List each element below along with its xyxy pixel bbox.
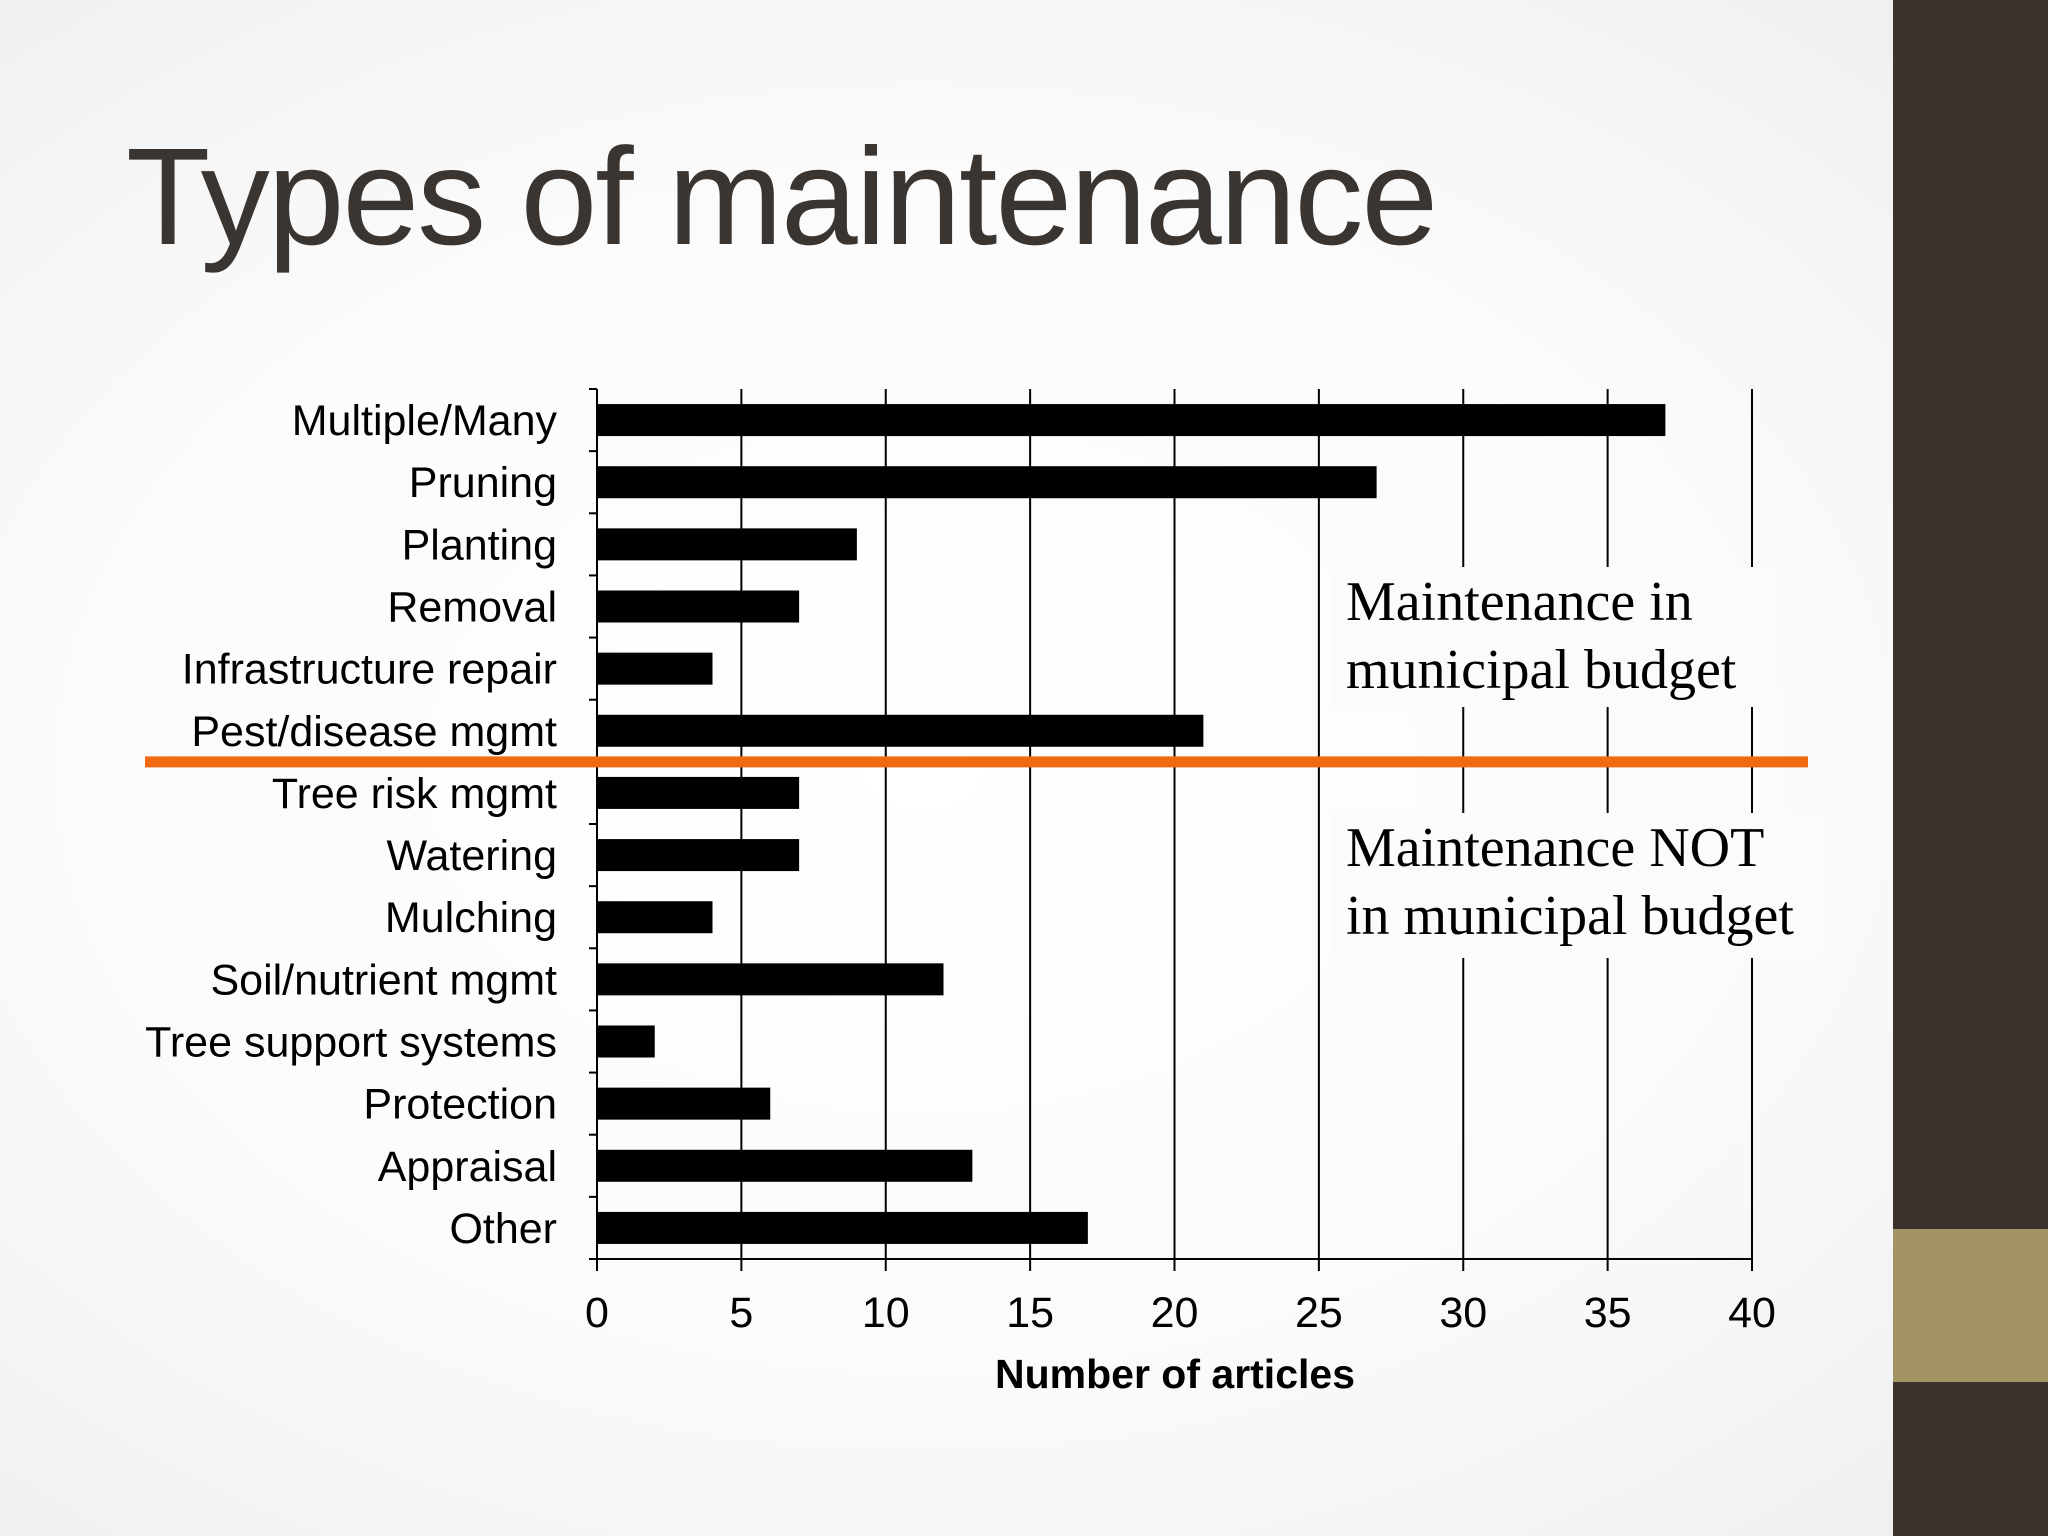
- x-tick-label-30: 30: [1439, 1289, 1487, 1337]
- bar-12: [597, 1087, 771, 1120]
- y-axis: [589, 388, 598, 1260]
- category-label-9: Mulching: [385, 894, 557, 942]
- category-label-2: Pruning: [409, 459, 557, 507]
- annotation-upper-bg: [1332, 567, 1772, 707]
- bar-9: [597, 901, 713, 934]
- category-label-8: Watering: [387, 832, 557, 880]
- category-labels: Multiple/Many Pruning Planting Removal Infra…: [145, 397, 557, 1253]
- slide-title: Types of maintenance: [126, 120, 1438, 274]
- x-tick-label-20: 20: [1151, 1289, 1199, 1337]
- x-tick-label-35: 35: [1584, 1289, 1632, 1337]
- annotation-lower: Maintenance NOT in municipal budget: [1332, 813, 1822, 958]
- x-tick-label-40: 40: [1728, 1289, 1776, 1337]
- x-tick-label-5: 5: [729, 1289, 753, 1337]
- bar-5: [597, 652, 713, 685]
- category-label-7: Tree risk mgmt: [272, 770, 557, 818]
- category-label-11: Tree support systems: [145, 1019, 557, 1067]
- bar-7: [597, 776, 800, 809]
- category-label-14: Other: [449, 1205, 557, 1253]
- bar-8: [597, 839, 800, 872]
- x-axis-title: Number of articles: [995, 1351, 1355, 1397]
- x-tick-label-10: 10: [862, 1289, 910, 1337]
- x-tick-labels: 0 5 10 15 20 25 30 35 40: [585, 1289, 1776, 1337]
- bar-11: [597, 1025, 655, 1058]
- x-tick-label-15: 15: [1006, 1289, 1054, 1337]
- x-tick-label-0: 0: [585, 1289, 609, 1337]
- bars-group: [597, 404, 1666, 1244]
- bar-6: [597, 714, 1204, 747]
- category-label-5: Infrastructure repair: [182, 646, 557, 694]
- category-label-1: Multiple/Many: [292, 397, 558, 445]
- bar-13: [597, 1149, 973, 1182]
- bar-1: [597, 404, 1666, 437]
- bar-10: [597, 963, 944, 996]
- annotation-lower-bg: [1332, 813, 1822, 958]
- category-label-10: Soil/nutrient mgmt: [210, 956, 557, 1004]
- annotation-lower-line1: Maintenance NOT: [1346, 817, 1764, 879]
- bar-4: [597, 590, 800, 623]
- category-label-13: Appraisal: [378, 1143, 557, 1191]
- category-label-4: Removal: [387, 584, 557, 632]
- annotation-upper-line2: municipal budget: [1346, 639, 1737, 701]
- annotation-upper-line1: Maintenance in: [1346, 571, 1693, 633]
- annotation-lower-line2: in municipal budget: [1346, 885, 1794, 947]
- annotation-upper: Maintenance in municipal budget: [1332, 567, 1772, 707]
- category-label-12: Protection: [363, 1081, 557, 1129]
- bar-14: [597, 1211, 1088, 1244]
- x-tick-label-25: 25: [1295, 1289, 1343, 1337]
- x-axis: [596, 1258, 1753, 1271]
- category-label-6: Pest/disease mgmt: [191, 708, 557, 756]
- bar-3: [597, 528, 857, 561]
- bar-2: [597, 466, 1377, 499]
- sidebar-accent-block: [1893, 1229, 2048, 1382]
- category-label-3: Planting: [402, 521, 557, 569]
